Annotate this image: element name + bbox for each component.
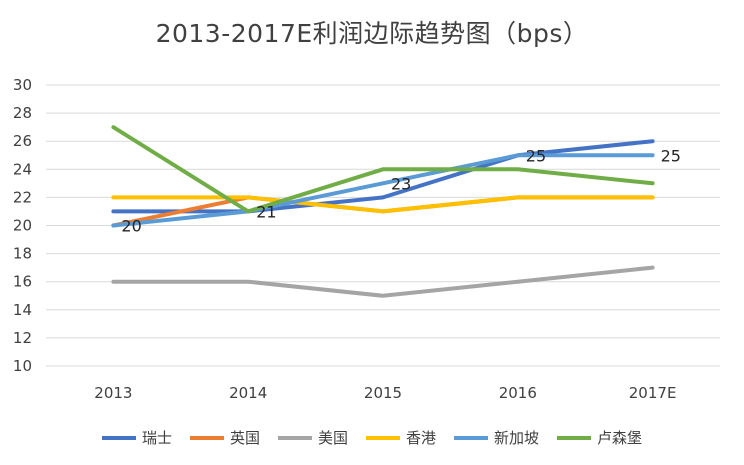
x-axis-ticks: 2013 2014 2015 2016 2017E	[94, 384, 676, 402]
y-tick-label: 28	[13, 104, 32, 122]
data-label: 25	[526, 146, 546, 165]
data-point	[517, 168, 519, 170]
data-point	[247, 196, 249, 198]
data-point	[517, 196, 519, 198]
data-label: 25	[661, 146, 681, 165]
x-tick-label: 2016	[499, 384, 537, 402]
data-point	[112, 210, 114, 212]
data-point	[382, 196, 384, 198]
y-tick-label: 16	[13, 273, 32, 291]
x-tick-label: 2015	[364, 384, 402, 402]
series-lines	[111, 125, 655, 298]
series-line-4	[111, 153, 655, 228]
data-point	[652, 154, 654, 156]
legend-label: 新加坡	[494, 429, 539, 447]
legend-label: 瑞士	[142, 429, 172, 447]
y-tick-label: 14	[13, 301, 32, 319]
y-tick-label: 10	[13, 357, 32, 375]
legend-label: 卢森堡	[597, 429, 642, 447]
legend-label: 香港	[406, 429, 436, 447]
data-point	[652, 267, 654, 269]
data-point	[517, 281, 519, 283]
grid-lines	[46, 84, 720, 367]
data-label: 20	[121, 217, 141, 236]
data-point	[112, 196, 114, 198]
data-label: 23	[391, 174, 411, 193]
chart-title: 2013-2017E利润边际趋势图（bps）	[155, 19, 589, 48]
y-tick-label: 22	[13, 188, 32, 206]
data-point	[112, 225, 114, 226]
y-tick-label: 24	[13, 160, 32, 178]
data-label: 21	[256, 202, 276, 221]
data-point	[652, 140, 654, 142]
y-tick-label: 30	[13, 76, 32, 94]
data-point	[247, 210, 249, 212]
y-tick-label: 20	[13, 217, 32, 235]
y-tick-label: 18	[13, 245, 32, 263]
x-tick-label: 2017E	[629, 384, 677, 402]
data-point	[517, 154, 519, 156]
data-point	[112, 281, 114, 283]
data-labels: 20 21 23 25 25	[121, 146, 681, 235]
legend-label: 英国	[230, 429, 260, 447]
x-tick-label: 2013	[94, 384, 132, 402]
y-tick-label: 12	[13, 329, 32, 347]
y-tick-label: 26	[13, 132, 32, 150]
data-point	[112, 126, 114, 128]
data-point	[382, 182, 384, 184]
data-point	[652, 196, 654, 198]
data-point	[382, 295, 384, 297]
legend: 瑞士 英国 美国 香港 新加坡 卢森堡	[102, 429, 642, 447]
legend-label: 美国	[318, 429, 348, 447]
data-point	[652, 182, 654, 184]
data-point	[382, 168, 384, 170]
x-tick-label: 2014	[229, 384, 267, 402]
data-point	[382, 210, 384, 212]
y-axis-ticks: 10 12 14 16 18 20 22 24 26 28 30	[13, 76, 32, 375]
data-point	[247, 281, 249, 283]
